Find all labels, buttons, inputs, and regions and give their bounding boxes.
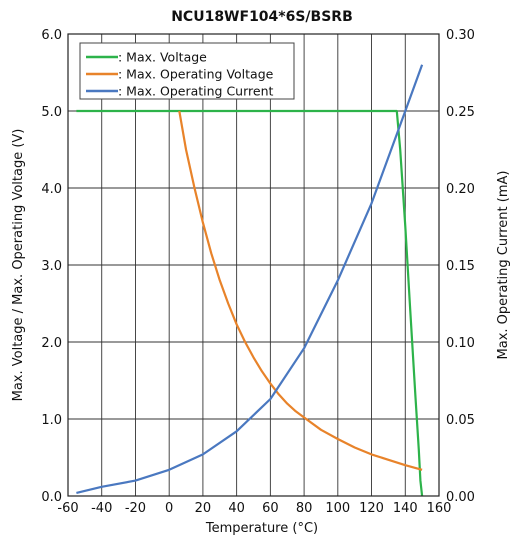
chart-title: NCU18WF104*6S/BSRB (171, 9, 353, 25)
y-tick-label: 0.0 (41, 490, 62, 505)
x-tick-label: 40 (228, 501, 245, 516)
x-tick-label: -60 (57, 501, 78, 516)
x-tick-label: 120 (359, 501, 384, 516)
x-tick-label: 100 (325, 501, 350, 516)
x-tick-label: 80 (296, 501, 313, 516)
series-line-3 (76, 64, 424, 494)
y-tick-label: 5.0 (41, 105, 62, 120)
series-line-2 (178, 110, 423, 471)
legend-label: : Max. Operating Current (118, 84, 273, 99)
x-tick-label: 0 (165, 501, 173, 516)
y2-tick-label: 0.15 (446, 259, 475, 274)
y-tick-label: 1.0 (41, 413, 62, 428)
legend: : Max. Voltage : Max. Operating Voltage : … (79, 42, 295, 100)
legend-box (79, 42, 295, 100)
y-axis-label: Max. Voltage / Max. Operating Voltage (V… (11, 129, 26, 402)
x-tick-label: 20 (195, 501, 212, 516)
x-tick-label: -20 (125, 501, 146, 516)
x-tick-label: 140 (393, 501, 418, 516)
y2-tick-label: 0.25 (446, 105, 475, 120)
y2-tick-label: 0.30 (446, 28, 475, 43)
legend-label: : Max. Operating Voltage (118, 67, 274, 82)
y2-tick-label: 0.10 (446, 336, 475, 351)
grid (67, 33, 440, 497)
y-tick-label: 2.0 (41, 336, 62, 351)
y2-tick-label: 0.05 (446, 413, 475, 428)
legend-items: : Max. Voltage : Max. Operating Voltage : … (86, 50, 274, 99)
x-axis-label: Temperature (°C) (205, 521, 318, 536)
y2-tick-labels: 0.00 0.05 0.10 0.15 0.20 0.25 0.30 (446, 28, 475, 505)
plot-frame (67, 33, 440, 497)
x-tick-label: -40 (91, 501, 112, 516)
series-layer (76, 64, 424, 497)
legend-label: : Max. Voltage (118, 50, 207, 65)
y-tick-label: 4.0 (41, 182, 62, 197)
x-tick-label: 60 (262, 501, 279, 516)
y2-axis-label: Max. Operating Current (mA) (496, 171, 511, 360)
y-tick-label: 3.0 (41, 259, 62, 274)
x-tick-label: 160 (427, 501, 452, 516)
y2-tick-label: 0.00 (446, 490, 475, 505)
y-tick-labels: 0.0 1.0 2.0 3.0 4.0 5.0 6.0 (41, 28, 62, 505)
y2-tick-label: 0.20 (446, 182, 475, 197)
series-line-1 (76, 109, 424, 497)
y-tick-label: 6.0 (41, 28, 62, 43)
x-tick-labels: -60 -40 -20 0 20 40 60 80 100 120 140 160 (57, 501, 451, 516)
